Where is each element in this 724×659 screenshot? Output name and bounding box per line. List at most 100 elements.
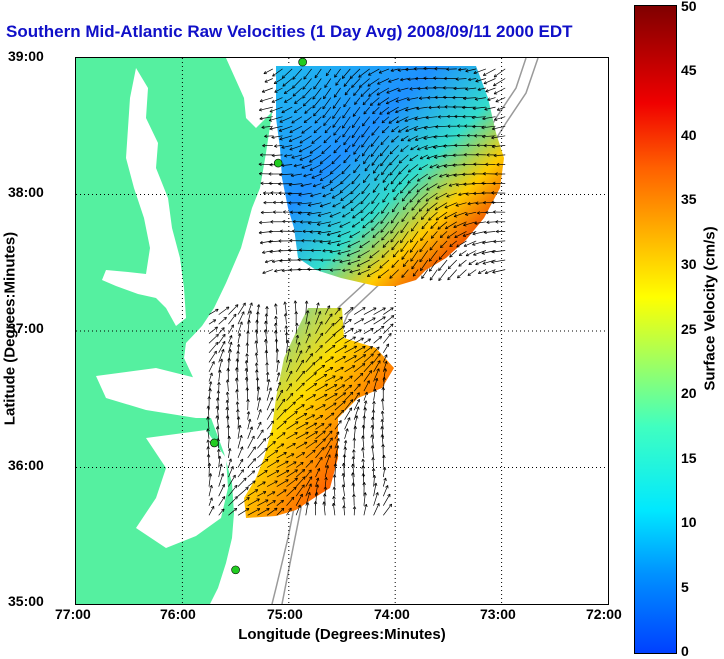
velocity-vector-head <box>362 224 365 229</box>
velocity-vector <box>265 313 268 325</box>
velocity-vector-head <box>462 162 466 165</box>
velocity-vector <box>276 507 285 516</box>
velocity-vector-head <box>455 203 459 206</box>
velocity-vector <box>453 211 467 217</box>
velocity-vector-head <box>262 250 265 254</box>
velocity-vector <box>315 383 328 392</box>
velocity-vector-head <box>241 435 243 439</box>
velocity-vector-head <box>407 138 410 142</box>
velocity-vector-head <box>278 239 282 242</box>
velocity-vector-head <box>316 302 319 306</box>
velocity-vector-head <box>324 438 326 442</box>
velocity-vector <box>342 125 351 138</box>
velocity-vector-head <box>329 214 332 218</box>
velocity-vector-head <box>463 243 467 247</box>
velocity-vector <box>257 386 260 401</box>
velocity-vector-head <box>403 208 407 211</box>
velocity-vector-head <box>332 106 336 109</box>
velocity-vector-head <box>361 465 364 469</box>
velocity-vector-head <box>246 487 249 491</box>
velocity-vector-head <box>215 405 218 409</box>
velocity-vector <box>226 391 229 401</box>
velocity-vector-head <box>493 83 496 86</box>
velocity-vector-head <box>455 183 459 186</box>
velocity-vector-head <box>491 201 495 205</box>
velocity-vector <box>294 300 297 315</box>
velocity-vector <box>208 372 213 382</box>
velocity-vector-head <box>361 192 365 195</box>
velocity-vector-head <box>206 428 209 432</box>
velocity-vector-head <box>333 333 336 337</box>
velocity-vector-head <box>292 87 296 89</box>
velocity-vector <box>228 474 236 487</box>
velocity-vector <box>425 116 438 119</box>
velocity-vector <box>315 364 325 373</box>
velocity-vector <box>208 497 213 506</box>
velocity-vector-head <box>294 102 298 104</box>
velocity-vector-head <box>438 256 441 260</box>
velocity-vector <box>353 145 361 155</box>
velocity-vector-head <box>400 250 404 253</box>
velocity-vector-head <box>473 252 476 256</box>
velocity-vector-head <box>342 77 346 79</box>
velocity-vector <box>408 183 419 194</box>
velocity-vector-head <box>472 106 476 109</box>
velocity-vector-head <box>407 169 410 173</box>
velocity-vector <box>342 473 345 487</box>
velocity-vector <box>342 269 351 272</box>
velocity-vector-head <box>313 186 317 188</box>
velocity-vector-head <box>454 216 458 218</box>
velocity-vector <box>445 221 457 230</box>
velocity-vector-head <box>307 333 311 336</box>
velocity-vector-head <box>446 175 450 178</box>
velocity-vector <box>246 353 249 363</box>
velocity-vector-head <box>434 68 438 71</box>
velocity-vector-head <box>424 146 428 150</box>
velocity-vector <box>330 183 341 191</box>
chesapeake-bay <box>102 68 186 326</box>
velocity-vector-head <box>416 189 419 193</box>
velocity-vector <box>327 221 341 227</box>
velocity-vector <box>298 211 312 214</box>
velocity-vector <box>493 68 506 78</box>
velocity-vector-head <box>264 438 267 442</box>
velocity-vector-head <box>401 274 403 278</box>
velocity-vector <box>342 484 345 497</box>
velocity-vector-head <box>428 217 430 221</box>
velocity-vector-head <box>273 491 276 495</box>
velocity-vector <box>257 481 266 487</box>
velocity-vector <box>276 443 285 449</box>
velocity-vector-head <box>272 200 276 203</box>
velocity-vector-head <box>274 271 278 273</box>
velocity-vector-head <box>464 124 468 127</box>
velocity-vector-head <box>377 353 381 356</box>
velocity-vector <box>359 78 370 88</box>
velocity-vector <box>295 413 307 421</box>
velocity-vector-head <box>462 116 466 119</box>
velocity-vector-head <box>308 321 311 325</box>
velocity-vector <box>379 106 390 115</box>
velocity-vector-head <box>443 145 447 148</box>
velocity-vector-head <box>329 170 332 174</box>
velocity-vector-head <box>388 503 392 506</box>
velocity-vector <box>369 250 380 259</box>
velocity-vector-head <box>247 398 250 402</box>
velocity-vector-head <box>343 159 345 163</box>
velocity-vector <box>444 211 457 220</box>
velocity-vector-head <box>467 203 471 206</box>
velocity-vector <box>463 221 477 226</box>
velocity-vector-head <box>474 97 478 100</box>
velocity-vector-head <box>417 86 421 89</box>
velocity-vector-head <box>362 236 366 238</box>
velocity-vector-head <box>363 162 367 165</box>
velocity-vector <box>311 135 322 144</box>
velocity-vector <box>344 327 354 334</box>
velocity-vector-head <box>353 336 356 340</box>
velocity-vector-head <box>407 180 410 184</box>
velocity-vector <box>266 379 270 392</box>
velocity-vector <box>419 250 429 263</box>
velocity-vector-head <box>320 415 324 419</box>
velocity-vector-head <box>409 157 412 161</box>
velocity-vector-head <box>318 267 321 270</box>
velocity-vector-head <box>289 149 293 151</box>
